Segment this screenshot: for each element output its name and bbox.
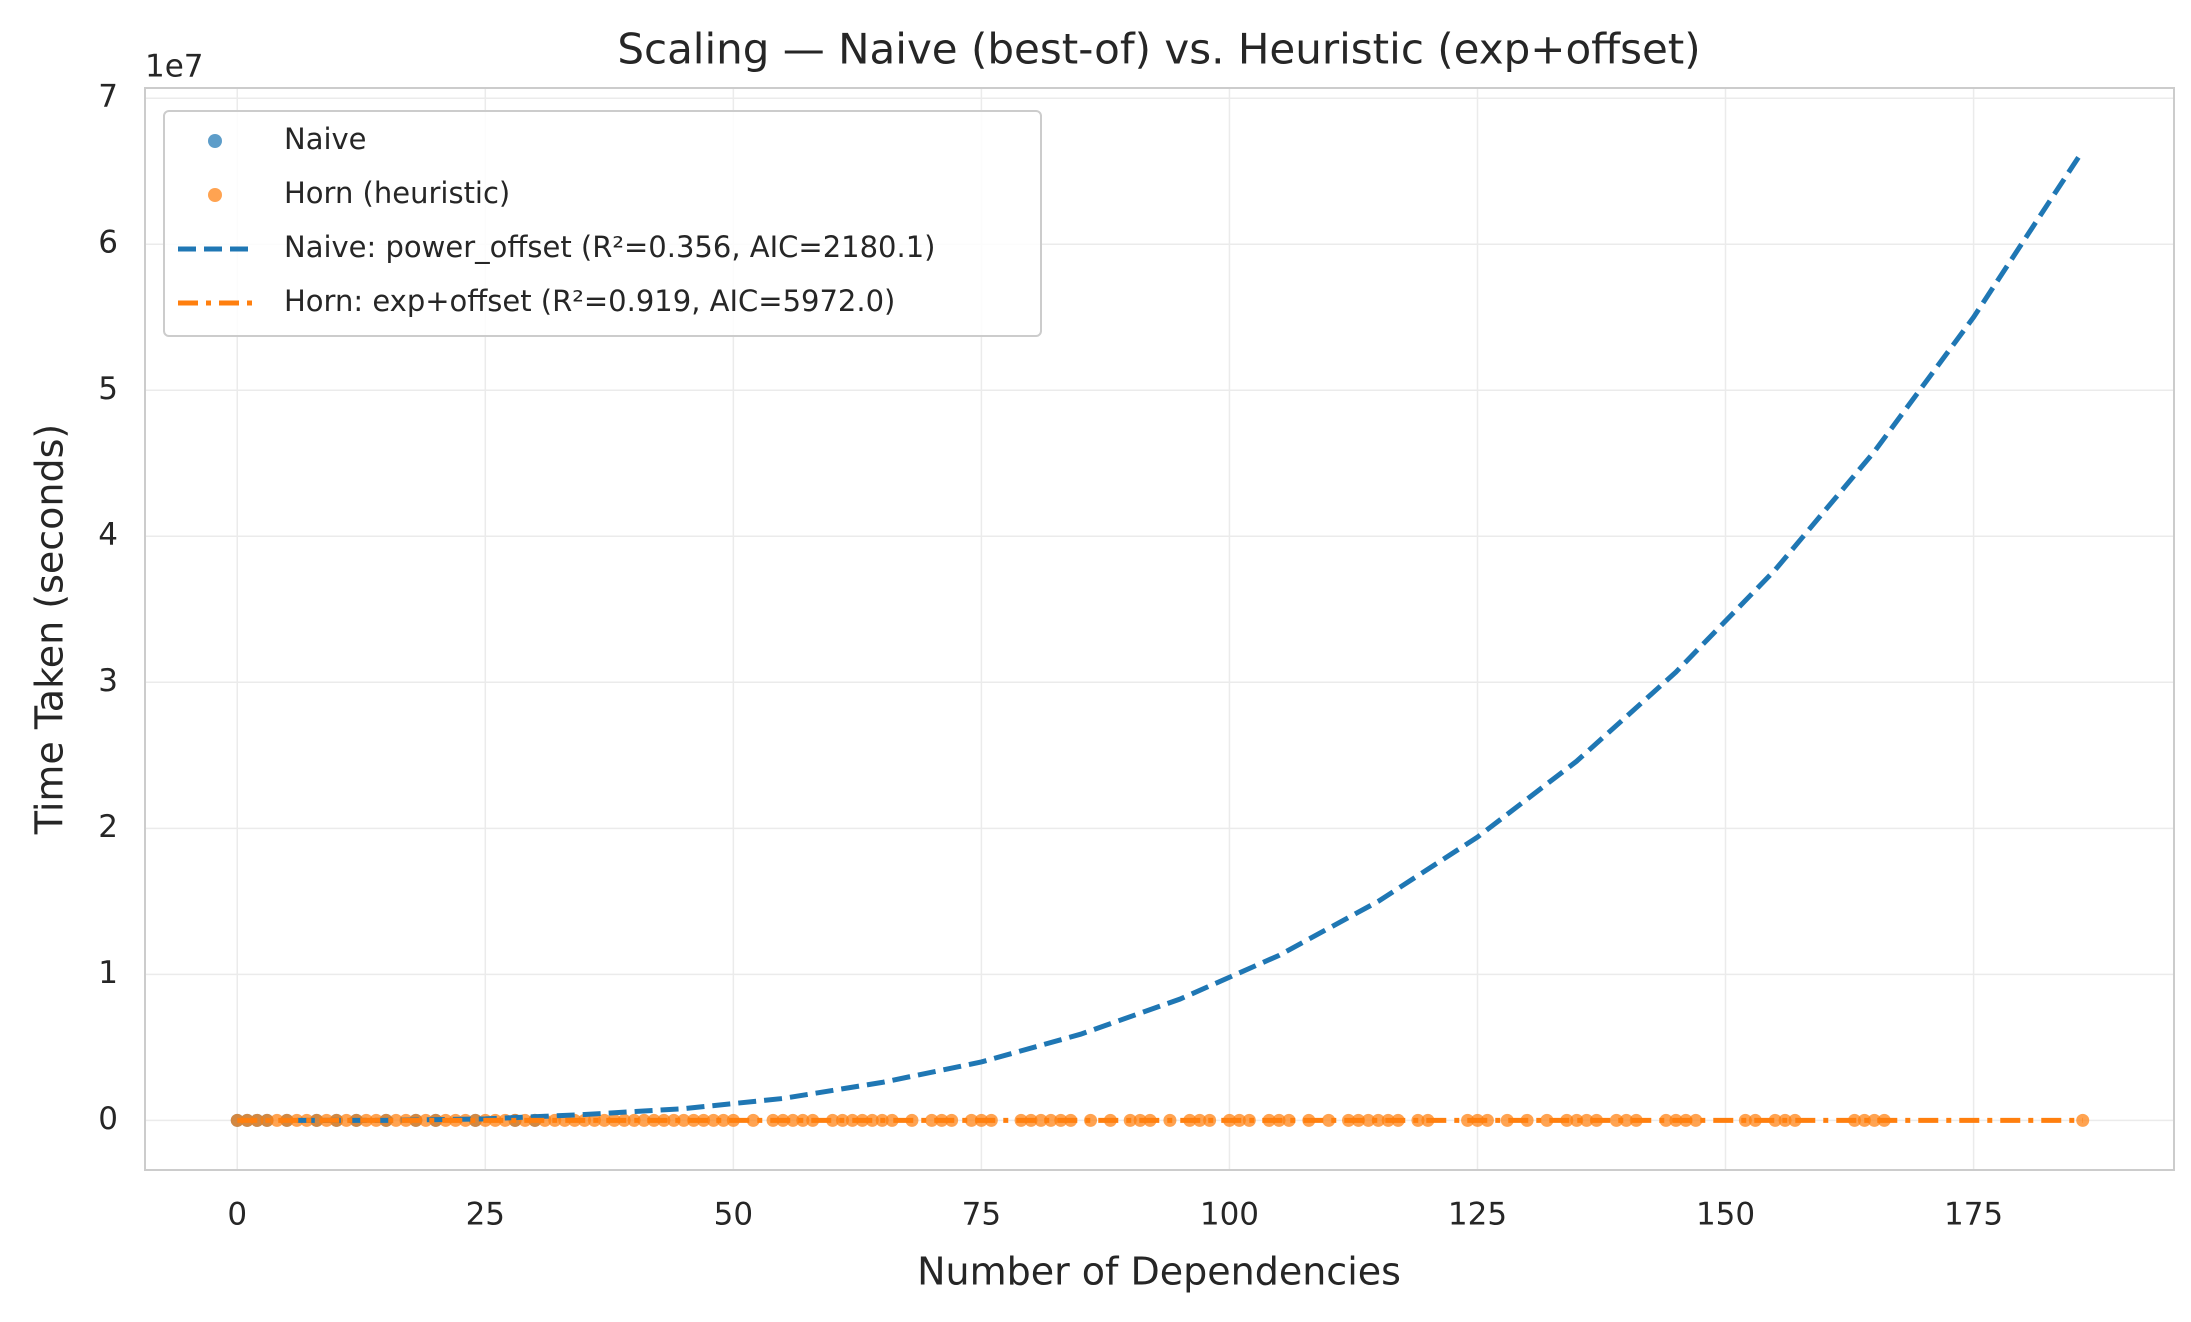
x-axis-label: Number of Dependencies (917, 1250, 1401, 1294)
scatter-point (339, 1113, 353, 1127)
scatter-point (1540, 1113, 1554, 1127)
scatter-point (716, 1113, 730, 1127)
fit-line (296, 149, 2085, 1123)
scatter-point (1619, 1113, 1633, 1127)
x-tick-label: 100 (1200, 1197, 1259, 1233)
x-tick-label: 125 (1448, 1197, 1507, 1233)
scatter-point (1282, 1113, 1296, 1127)
scatter-point (826, 1113, 840, 1127)
scatter-point (419, 1113, 433, 1127)
scatter-point (1768, 1113, 1782, 1127)
plot-frame (144, 87, 2175, 1171)
scatter-point (885, 1113, 899, 1127)
scatter-point (677, 1113, 691, 1127)
scatter-point (964, 1113, 978, 1127)
chart-title: Scaling — Naive (best-of) vs. Heuristic … (617, 25, 1700, 74)
y-tick-label: 5 (98, 371, 118, 407)
scatter-point (1570, 1113, 1584, 1127)
x-tick-label: 50 (714, 1197, 753, 1233)
plot (230, 149, 2090, 1127)
legend-marker (208, 134, 222, 148)
legend-label: Horn: exp+offset (R²=0.919, AIC=5972.0) (284, 284, 895, 318)
scatter-point (925, 1113, 939, 1127)
scatter-point (389, 1113, 403, 1127)
legend-label: Naive: power_offset (R²=0.356, AIC=2180.… (284, 230, 935, 264)
y-tick-label: 2 (98, 809, 118, 845)
x-tick-label: 150 (1696, 1197, 1755, 1233)
scatter-point (1322, 1113, 1336, 1127)
scatter-point (1659, 1113, 1673, 1127)
scatter-point (707, 1113, 721, 1127)
scatter-point (1084, 1113, 1098, 1127)
scatter-point (786, 1113, 800, 1127)
scatter-point (746, 1113, 760, 1127)
scatter-point (1034, 1113, 1048, 1127)
legend-label: Horn (heuristic) (284, 176, 510, 210)
scatter-point (1867, 1113, 1881, 1127)
scatter-point (667, 1113, 681, 1127)
scatter-point (637, 1113, 651, 1127)
y-tick-label: 0 (98, 1101, 118, 1137)
x-tick-label: 0 (227, 1197, 247, 1233)
scatter-point (1371, 1113, 1385, 1127)
scatter-point (1788, 1113, 1802, 1127)
scatter-point (1480, 1113, 1494, 1127)
scatter-point (1689, 1113, 1703, 1127)
scatter-point (468, 1113, 482, 1127)
x-tick-label: 25 (466, 1197, 505, 1233)
scatter-point (1500, 1113, 1514, 1127)
y-tick-label: 4 (98, 517, 118, 553)
scatter-point (270, 1113, 284, 1127)
x-tick-label: 75 (962, 1197, 1001, 1233)
scatter-point (1580, 1113, 1594, 1127)
y-tick-label: 1 (98, 955, 118, 991)
x-tick-label: 175 (1944, 1197, 2003, 1233)
scatter-point (1361, 1113, 1375, 1127)
scatter-point (310, 1113, 324, 1127)
scatter-point (1609, 1113, 1623, 1127)
legend-box (163, 110, 1042, 337)
scatter-point (597, 1113, 611, 1127)
scatter-point (1044, 1113, 1058, 1127)
legend: Naive Horn (heuristic) Naive: power_offset… (163, 110, 1042, 337)
legend-marker (208, 188, 222, 202)
y-tick-label: 6 (98, 225, 118, 261)
y-tick-label: 7 (98, 79, 118, 115)
legend-label: Naive (284, 122, 367, 156)
y-tick-label: 3 (98, 663, 118, 699)
y-offset-text: 1e7 (145, 49, 204, 85)
scatter-point (627, 1113, 641, 1127)
y-axis-label: Time Taken (seconds) (28, 424, 72, 835)
